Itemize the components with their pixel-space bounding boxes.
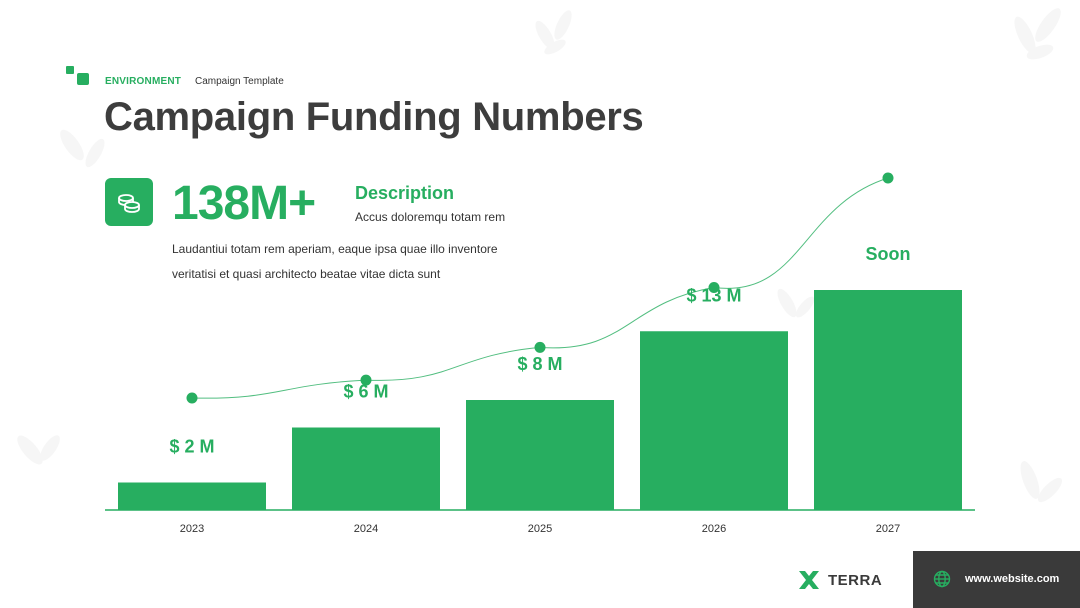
eyebrow-subtitle: Campaign Template xyxy=(195,76,284,87)
trend-point xyxy=(882,172,894,184)
chart-bar xyxy=(640,331,788,510)
trend-point xyxy=(186,392,198,404)
description-title: Description xyxy=(355,183,455,203)
leaf-decoration-icon xyxy=(535,10,572,55)
body-line: Laudantiui totam rem aperiam, eaque ipsa… xyxy=(172,242,498,256)
leaf-decoration-icon xyxy=(1014,8,1061,60)
stat-value: 138M+ xyxy=(172,177,316,230)
trend-point xyxy=(534,341,546,353)
website-footer: www.website.com xyxy=(913,551,1080,608)
x-tick-label: 2027 xyxy=(876,523,900,535)
leaf-decoration-icon xyxy=(777,288,815,318)
body-text: Laudantiui totam rem aperiam, eaque ipsa… xyxy=(172,237,552,287)
brand-logo: TERRA xyxy=(798,569,882,591)
trend-line xyxy=(191,177,889,399)
trend-point xyxy=(360,374,372,386)
bar-data-label: Soon xyxy=(866,244,911,264)
chart-bar xyxy=(118,482,266,510)
globe-icon xyxy=(933,570,951,588)
x-tick-label: 2026 xyxy=(702,523,726,535)
x-tick-label: 2024 xyxy=(354,523,378,535)
coins-icon xyxy=(105,178,153,226)
x-tick-label: 2025 xyxy=(528,523,552,535)
website-link[interactable]: www.website.com xyxy=(965,573,1060,585)
leaf-decoration-icon xyxy=(1020,461,1063,503)
description-subtitle: Accus doloremqu totam rem xyxy=(355,210,506,224)
bar-data-label: $ 6 M xyxy=(343,382,388,402)
brand-squares-icon xyxy=(66,66,90,88)
bar-data-label: $ 2 M xyxy=(169,437,214,457)
chart-bar xyxy=(292,427,440,510)
trend-point xyxy=(708,282,720,294)
brand-name: TERRA xyxy=(828,571,883,589)
body-line: veritatisi et quasi architecto beatae vi… xyxy=(172,267,441,281)
page-title: Campaign Funding Numbers xyxy=(104,95,644,139)
leaf-decoration-icon xyxy=(17,435,60,465)
chart-bar xyxy=(814,290,962,510)
terra-logo-icon xyxy=(799,571,819,589)
chart-bar xyxy=(466,400,614,510)
eyebrow-label: ENVIRONMENT xyxy=(105,76,182,87)
leaf-decoration-icon xyxy=(60,129,105,168)
x-tick-label: 2023 xyxy=(180,523,204,535)
bar-data-label: $ 8 M xyxy=(517,354,562,374)
